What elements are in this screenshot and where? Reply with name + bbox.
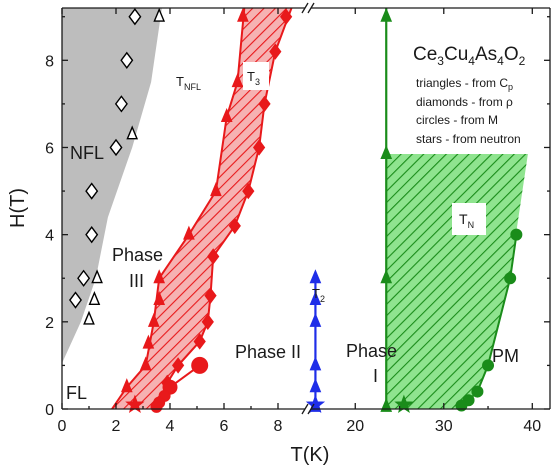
axis-break-mark: [307, 403, 315, 415]
tn-circle-0: [510, 228, 523, 241]
tn-label-box: [452, 203, 486, 235]
t2-triangle-0: [309, 269, 322, 284]
y-tick-label: 6: [45, 140, 54, 157]
x-tick-label: 2: [112, 418, 121, 435]
curve-label-t3: T3: [247, 69, 260, 87]
compound-formula: Ce3Cu4As4O2: [413, 44, 526, 68]
tn-circle-3: [471, 385, 484, 398]
t3-left-boundary: [111, 7, 246, 410]
x-tick-label: 4: [166, 418, 175, 435]
tn-circle-1: [504, 272, 517, 285]
region-label-fl: FL: [66, 383, 87, 403]
t-nfl-diamond-open-0: [128, 8, 142, 26]
note-diamonds: diamonds - from ρ: [416, 95, 513, 109]
t3-triangle-6: [153, 291, 166, 306]
x-tick-label: 20: [346, 418, 364, 435]
t3-triangle-10: [120, 378, 133, 393]
x-tick-label: 30: [435, 418, 453, 435]
y-tick-label: 0: [45, 402, 54, 419]
t3-triangle-0: [237, 7, 249, 22]
t3-diamond-2: [258, 95, 271, 113]
t3-triangle-1: [231, 73, 244, 88]
t-nfl-triangle-open-4: [83, 310, 95, 325]
region-label-phase-iii-line2: III: [129, 271, 144, 291]
t2-triangle-3: [309, 356, 322, 371]
y-tick-label: 4: [45, 228, 54, 245]
t2-triangle-4: [309, 378, 322, 393]
t-nfl-diamond-open-1: [120, 51, 134, 69]
x-tick-label: 8: [274, 418, 283, 435]
t3-diamond-6: [207, 248, 220, 265]
t-nfl-diamond-open-3: [109, 138, 123, 157]
t3-triangle-3: [210, 182, 222, 197]
tn-triangle-3: [380, 397, 393, 412]
t3-diamond-8: [201, 313, 214, 330]
region-label-nfl: NFL: [70, 143, 104, 163]
t3-diamond-10: [171, 357, 185, 374]
t3-diamond-5: [228, 217, 241, 235]
tn-triangle-1: [380, 144, 393, 160]
t3-circle-0: [191, 356, 209, 374]
data-markers: [69, 7, 523, 414]
region-label-phase-i-line2: I: [373, 366, 378, 386]
t-nfl-diamond-open-6: [77, 269, 91, 287]
t3-triangle-4: [183, 225, 195, 240]
t-nfl-diamond-open-4: [85, 182, 99, 200]
axis-break-mark: [301, 2, 309, 14]
t2-triangle-2: [309, 312, 322, 327]
t3-diamond-9: [193, 333, 206, 350]
t3-diamond-0: [279, 8, 293, 25]
t3-diamond-3: [252, 139, 266, 156]
curve-label-t-nfl: TNFL: [176, 74, 201, 92]
t-nfl-triangle-open-3: [88, 291, 101, 306]
region-label-phase-ii: Phase II: [235, 342, 301, 362]
t3-triangle-7: [147, 312, 160, 327]
region-nfl: [62, 8, 162, 364]
x-tick-label: 0: [58, 418, 67, 435]
t-nfl-triangle-open-1: [126, 125, 139, 140]
t-nfl-triangle-open-0: [153, 7, 166, 22]
axes: 0 2 4 6 8 0 2 4 6 8 20 30 40: [45, 2, 551, 435]
t3-label-box: [243, 62, 269, 90]
note-circles: circles - from M: [416, 113, 498, 127]
t-nfl-diamond-open-7: [69, 291, 82, 309]
t3-triangle-9: [139, 356, 152, 371]
x-axis-title: T(K): [291, 444, 330, 466]
t3-triangle-8: [142, 334, 155, 349]
t2-triangle-1: [309, 291, 322, 306]
x-tick-label: 6: [220, 418, 229, 435]
tn-circle-5: [455, 399, 468, 412]
region-label-pm: PM: [492, 346, 519, 366]
t3-diamond-4: [242, 182, 255, 200]
axis-break-mark: [301, 403, 309, 415]
t-nfl-diamond-open-2: [114, 95, 128, 113]
t-nfl-triangle-open-2: [91, 269, 103, 284]
tn-triangle-2: [380, 269, 393, 284]
t3-circle-4: [150, 400, 163, 413]
t3-diamond-7: [204, 287, 217, 304]
y-axis-title: H(T): [7, 188, 29, 228]
tn-triangle-0: [380, 7, 393, 22]
note-triangles: triangles - from Cp: [416, 76, 513, 92]
t3-triangle-2: [220, 107, 233, 122]
x-tick-label: 40: [523, 418, 541, 435]
t-nfl-diamond-open-5: [85, 225, 99, 244]
region-phase-iii: [112, 8, 292, 409]
curve-label-tn: TN: [459, 211, 474, 230]
note-stars: stars - from neutron: [416, 132, 521, 146]
region-label-phase-i-line1: Phase: [346, 341, 397, 361]
t3-triangle-5: [153, 269, 166, 284]
region-label-phase-iii-line1: Phase: [112, 245, 163, 265]
curve-label-t2: T2: [312, 286, 325, 304]
axis-break-mark: [307, 2, 315, 14]
y-tick-label: 8: [45, 53, 54, 70]
tn-circle-2: [482, 359, 495, 372]
y-tick-label: 2: [45, 315, 54, 332]
t3-diamond-1: [269, 43, 282, 60]
